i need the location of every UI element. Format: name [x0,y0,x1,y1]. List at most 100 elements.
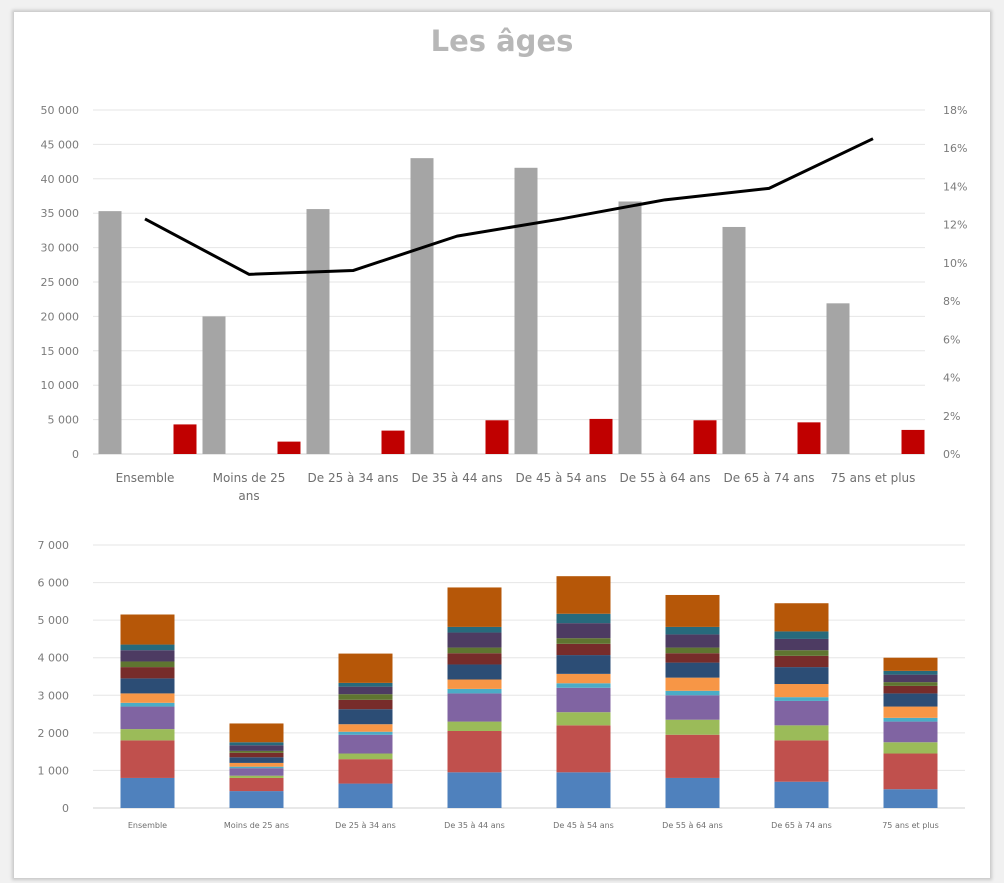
x-category-label: Ensemble [116,471,175,485]
chart-title: Les âges [430,24,574,58]
stacked-bar-segment [447,653,502,665]
x-category-label: 75 ans et plus [882,821,939,830]
bar-grey [306,209,330,454]
y-tick-label: 1 000 [38,764,70,777]
y-tick-label: 20 000 [41,310,80,323]
stacked-bar-segment [774,603,829,632]
stacked-bar-segment [229,757,284,763]
stacked-bar-segment [774,631,829,639]
stacked-bar-segment [120,667,175,679]
y-tick-label: 35 000 [41,207,80,220]
stacked-bar-segment [774,781,829,808]
x-category-label: De 35 à 44 ans [444,821,505,830]
stacked-bar-segment [338,753,393,760]
stacked-bar-segment [883,721,938,743]
y2-tick-label: 12% [943,219,967,232]
stacked-bar-segment [447,679,502,689]
stacked-bar-segment [447,772,502,808]
x-category-label: Moins de 25 ans [224,821,289,830]
bar-grey [618,201,642,454]
bar-grey [826,303,850,454]
bar-red [589,418,613,454]
stacked-bar-segment [883,657,938,671]
bar-grey [722,226,746,454]
bar-red [277,441,301,454]
y2-tick-label: 18% [943,104,967,117]
stacked-bar-segment [120,740,175,778]
y-tick-label: 40 000 [41,173,80,186]
stacked-bar-segment [447,632,502,648]
stacked-bar-segment [229,791,284,808]
bar-red [173,424,197,454]
series-line [144,137,874,276]
stacked-bar-segment [883,670,938,675]
x-category-label: De 45 à 54 ans [516,471,607,485]
stacked-bar-segment [338,724,393,732]
y2-tick-label: 14% [943,180,967,193]
stacked-bar-segment [665,690,720,696]
stacked-bar-segment [120,706,175,730]
y-tick-label: 3 000 [38,689,70,702]
stacked-bar-segment [120,729,175,741]
y-tick-label: 10 000 [41,379,80,392]
stacked-bar-segment [665,695,720,720]
stacked-bar-segment [883,742,938,754]
stacked-bar-segment [447,693,502,722]
bar-grey [98,211,122,454]
bar-red [485,420,509,454]
stacked-bar-segment [556,613,611,624]
stacked-bar-segment [665,677,720,691]
stacked-bar-segment [665,777,720,808]
stacked-bar-segment [447,626,502,633]
stacked-bar-segment [338,709,393,725]
stacked-bar-segment [556,725,611,773]
stacked-bar-segment [229,745,284,751]
y-tick-label: 30 000 [41,242,80,255]
bar-red [901,429,925,454]
x-category-label: De 55 à 64 ans [620,471,711,485]
y2-tick-label: 10% [943,257,967,270]
stacked-bar-segment [774,667,829,685]
stacked-bar-segment [774,684,829,698]
stacked-bar-segment [556,643,611,656]
stacked-bar-segment [774,650,829,656]
x-category-label: De 35 à 44 ans [412,471,503,485]
stacked-bar-segment [883,717,938,722]
stacked-bar-segment [774,700,829,726]
x-category-label: Moins de 25 [213,471,286,485]
y-tick-label: 0 [72,448,79,461]
y2-tick-label: 6% [943,333,960,346]
stacked-bar-segment [120,661,175,668]
stacked-bar-segment [774,655,829,668]
bar-red [381,430,405,454]
stacked-bar-segment [556,655,611,674]
stacked-bar-segment [556,683,611,688]
stacked-bar-segment [229,723,284,743]
stacked-bar-segment [883,753,938,790]
stacked-bar-segment [774,697,829,701]
bar-grey [514,167,538,455]
stacked-bar-segment [338,734,393,754]
bar-red [797,422,821,454]
y-tick-label: 50 000 [41,104,80,117]
stacked-bar-segment [883,682,938,686]
y-tick-label: 5 000 [48,414,80,427]
stacked-bar-segment [883,706,938,718]
y-tick-label: 4 000 [38,652,70,665]
x-category-label: De 25 à 34 ans [335,821,396,830]
y-tick-label: 25 000 [41,276,80,289]
stacked-bar-segment [665,647,720,654]
y-tick-label: 0 [62,802,69,815]
stacked-bar-segment [229,777,284,792]
x-category-label: De 65 à 74 ans [771,821,832,830]
stacked-bar-segment [120,702,175,707]
y-tick-label: 7 000 [38,539,70,552]
stacked-bar-segment [229,768,284,776]
stacked-bar-segment [447,664,502,680]
bar-grey [202,316,226,454]
y2-tick-label: 16% [943,142,967,155]
stacked-bar-segment [338,731,393,735]
stacked-bar-segment [447,721,502,731]
stacked-bar-segment [120,678,175,694]
